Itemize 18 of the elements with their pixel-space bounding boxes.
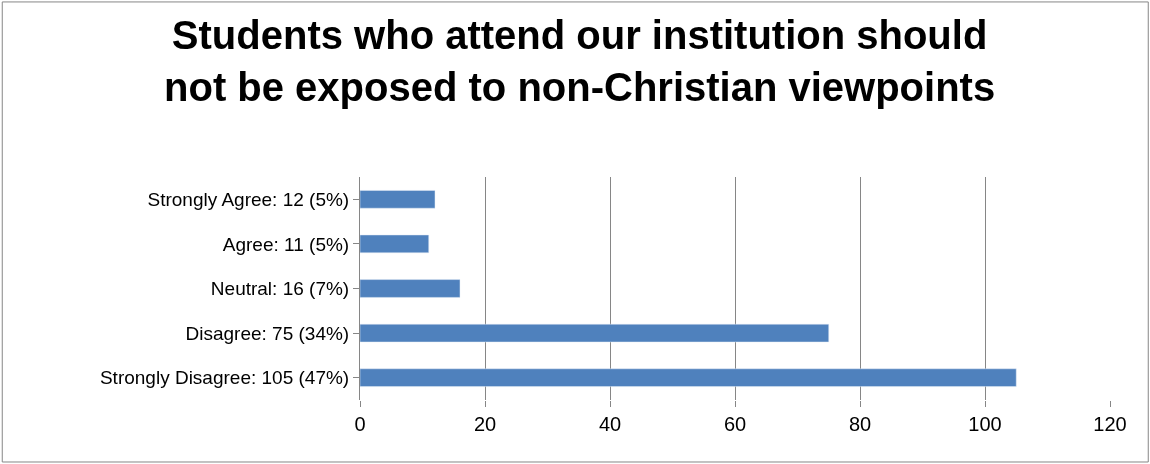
x-tick-label: 40: [598, 413, 622, 435]
x-tick-label: 0: [354, 413, 366, 435]
bar: [360, 279, 461, 298]
bar: [360, 368, 1017, 387]
x-tick-label: 80: [848, 413, 872, 435]
y-tick-label: Strongly Agree: 12 (5%): [147, 188, 350, 210]
chart-title: Students who attend our institution should not be exposed to non-Christian viewpoints: [164, 12, 996, 109]
x-tick-label: 20: [473, 413, 497, 435]
y-tick-label: Agree: 11 (5%): [222, 233, 350, 255]
bar: [360, 323, 829, 343]
x-tick-label: 100: [968, 413, 1002, 435]
x-tick-label: 120: [1093, 413, 1127, 435]
x-tick-label: 60: [723, 413, 747, 435]
bar: [360, 234, 429, 254]
y-tick-label: Neutral: 16 (7%): [210, 278, 350, 300]
y-tick-label: Disagree: 75 (34%): [185, 322, 350, 344]
y-tick-label: Strongly Disagree: 105 (47%): [99, 367, 350, 389]
bar: [360, 190, 436, 209]
